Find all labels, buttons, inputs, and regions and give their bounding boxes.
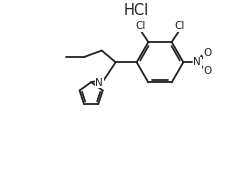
Text: Cl: Cl (135, 21, 145, 31)
Text: N: N (95, 78, 103, 88)
Text: HCl: HCl (124, 3, 149, 18)
Text: O: O (203, 66, 211, 76)
Text: Cl: Cl (175, 21, 185, 31)
Text: N: N (194, 57, 201, 67)
Text: O: O (203, 48, 211, 58)
